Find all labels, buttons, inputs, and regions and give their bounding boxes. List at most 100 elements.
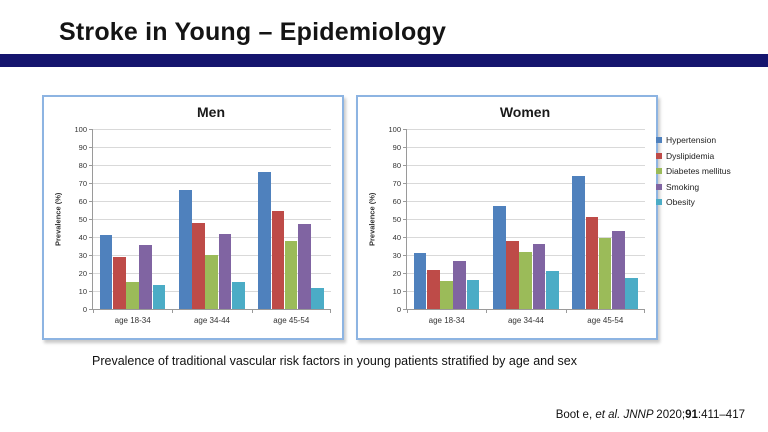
chart-panel-women: Women Prevalence (%) 0 10 20 30 40 50 60 70 80 90… — [356, 95, 658, 340]
bar-dyslipidemia-age-18-34 — [426, 270, 440, 309]
y-tick-label: 50 — [78, 214, 87, 224]
y-tick-mark — [89, 237, 93, 238]
bar-obesity-age-34-44 — [545, 271, 559, 309]
y-tick-mark — [403, 309, 407, 310]
y-tick-mark — [403, 201, 407, 202]
legend-item-smoking: Smoking — [656, 181, 731, 192]
bar-diabetes-mellitus-age-34-44 — [519, 252, 533, 309]
gridline — [93, 201, 331, 202]
x-tick-mark — [565, 309, 567, 313]
bar-dyslipidemia-age-34-44 — [506, 240, 519, 309]
y-tick-label: 70 — [392, 178, 401, 188]
y-tick-label: 60 — [392, 196, 401, 206]
bar-smoking-age-45-54 — [611, 230, 625, 309]
bar-smoking-age-18-34 — [139, 245, 152, 309]
y-tick-label: 20 — [78, 268, 87, 278]
diabetes-swatch-icon — [656, 168, 662, 175]
slide-title: Stroke in Young – Epidemiology — [59, 18, 447, 46]
x-category-label: age 45-54 — [587, 316, 624, 325]
citation-year: 2020; — [656, 409, 686, 421]
y-tick-mark — [403, 165, 407, 166]
y-tick-mark — [89, 183, 93, 184]
plot-area-men: 0 10 20 30 40 50 60 70 80 90 100 age 18-34 age 34-44… — [74, 125, 331, 325]
bar-smoking-age-18-34 — [453, 261, 466, 309]
gridline — [407, 129, 645, 130]
y-tick-label: 50 — [392, 214, 401, 224]
chart-legend: Hypertension Dyslipidemia Diabetes melli… — [656, 136, 731, 207]
legend-item-hypertension: Hypertension — [656, 136, 731, 145]
x-tick-mark — [251, 309, 253, 313]
y-tick-label: 40 — [392, 232, 401, 242]
x-category-label: age 34-44 — [507, 316, 544, 325]
bar-obesity-age-45-54 — [311, 288, 324, 309]
y-tick-mark — [403, 291, 407, 292]
x-tick-mark — [486, 309, 488, 313]
bar-obesity-age-34-44 — [231, 282, 245, 309]
legend-label: Dyslipidemia — [666, 150, 715, 161]
citation-journal: JNNP — [623, 409, 657, 421]
y-tick-label: 100 — [74, 124, 87, 134]
gridline — [407, 183, 645, 184]
legend-label: Hypertension — [666, 135, 717, 145]
legend-item-diabetes: Diabetes mellitus — [656, 167, 731, 176]
x-tick-mark — [407, 309, 408, 313]
hypertension-swatch-icon — [656, 137, 662, 144]
gridline — [93, 219, 331, 220]
y-tick-label: 80 — [392, 160, 401, 170]
x-tick-mark — [644, 309, 645, 313]
x-category-label: age 18-34 — [428, 316, 465, 325]
figure-caption: Prevalence of traditional vascular risk … — [92, 354, 577, 368]
bar-smoking-age-45-54 — [297, 224, 311, 309]
y-tick-mark — [89, 165, 93, 166]
plot-area-women: 0 10 20 30 40 50 60 70 80 90 100 age 18-34 age 34-44… — [388, 125, 645, 325]
dyslipidemia-swatch-icon — [656, 152, 662, 159]
bar-diabetes-mellitus-age-45-54 — [598, 237, 612, 309]
bar-diabetes-mellitus-age-18-34 — [440, 281, 453, 309]
gridline — [93, 183, 331, 184]
gridline — [93, 129, 331, 130]
x-tick-mark — [172, 309, 174, 313]
legend-label: Diabetes mellitus — [666, 166, 731, 176]
legend-item-obesity: Obesity — [656, 198, 731, 207]
x-tick-mark — [93, 309, 94, 313]
bar-dyslipidemia-age-45-54 — [585, 217, 599, 309]
bar-hypertension-age-34-44 — [178, 190, 192, 309]
y-tick-label: 90 — [78, 142, 87, 152]
y-tick-mark — [403, 255, 407, 256]
x-category-label: age 45-54 — [273, 316, 310, 325]
bar-hypertension-age-18-34 — [413, 253, 427, 309]
bar-dyslipidemia-age-34-44 — [192, 222, 205, 309]
y-tick-mark — [403, 237, 407, 238]
y-tick-label: 60 — [78, 196, 87, 206]
legend-label: Smoking — [666, 181, 700, 192]
gridline — [407, 237, 645, 238]
y-tick-mark — [89, 129, 93, 130]
y-tick-label: 90 — [392, 142, 401, 152]
y-tick-label: 10 — [392, 286, 401, 296]
bar-hypertension-age-45-54 — [258, 172, 271, 309]
bar-diabetes-mellitus-age-34-44 — [205, 255, 219, 309]
smoking-swatch-icon — [656, 183, 662, 190]
y-tick-label: 0 — [396, 304, 401, 314]
gridline — [93, 237, 331, 238]
y-tick-mark — [403, 219, 407, 220]
title-divider — [0, 54, 768, 67]
y-tick-mark — [89, 201, 93, 202]
y-tick-label: 30 — [78, 250, 87, 260]
bar-obesity-age-45-54 — [625, 278, 638, 309]
gridline — [93, 165, 331, 166]
y-tick-label: 30 — [392, 250, 401, 260]
x-tick-mark — [330, 309, 331, 313]
bar-obesity-age-18-34 — [152, 284, 166, 309]
citation-etal: et al. — [595, 409, 624, 421]
y-tick-label: 70 — [78, 178, 87, 188]
bar-dyslipidemia-age-18-34 — [112, 256, 126, 309]
bar-hypertension-age-34-44 — [492, 205, 506, 309]
citation: Boot e, et al. JNNP 2020;91:411–417 — [556, 409, 745, 421]
chart-panel-men: Men Prevalence (%) 0 10 20 30 40 50 60 70 80 90 10… — [42, 95, 344, 340]
chart-title-men: Men — [197, 104, 225, 120]
y-tick-label: 10 — [78, 286, 87, 296]
obesity-swatch-icon — [656, 199, 662, 206]
bar-smoking-age-34-44 — [532, 244, 546, 309]
bar-hypertension-age-18-34 — [99, 235, 113, 309]
